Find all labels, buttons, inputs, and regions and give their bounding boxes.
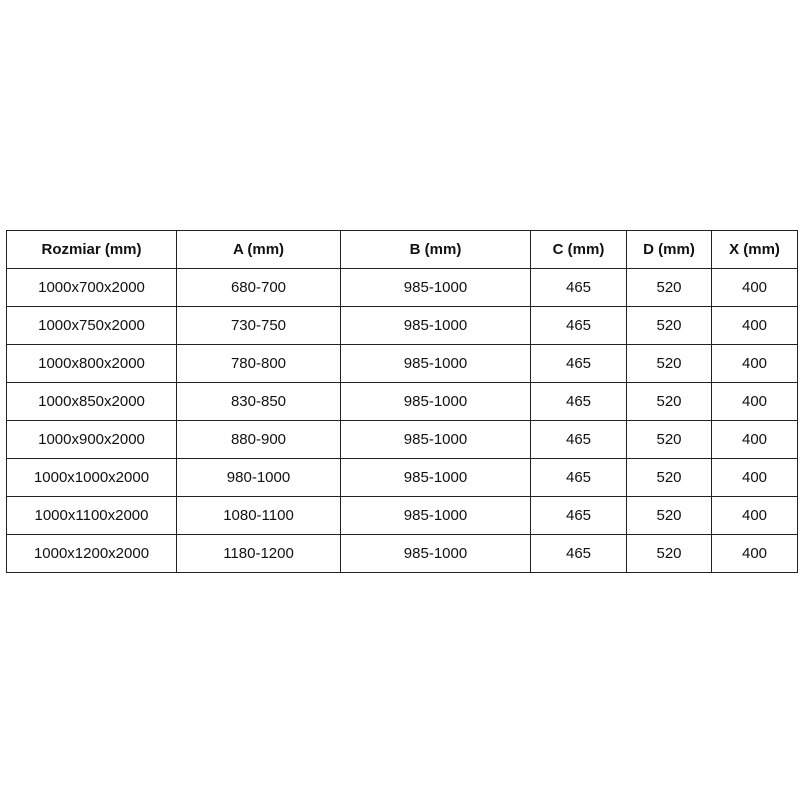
- table-cell: 730-750: [176, 306, 341, 345]
- table-row: 1000x1100x2000 1080-1100 985-1000 465 520 400: [6, 496, 798, 535]
- table-cell: 985-1000: [340, 344, 531, 383]
- table-cell: 1000x700x2000: [6, 268, 177, 307]
- table-cell: 1000x800x2000: [6, 344, 177, 383]
- table-row: 1000x900x2000 880-900 985-1000 465 520 400: [6, 420, 798, 459]
- table-cell: 400: [711, 382, 798, 421]
- table-cell: 465: [530, 458, 627, 497]
- table-cell: 780-800: [176, 344, 341, 383]
- table-cell: 400: [711, 496, 798, 535]
- table-cell: 400: [711, 306, 798, 345]
- table-cell: 400: [711, 344, 798, 383]
- table-row: 1000x800x2000 780-800 985-1000 465 520 400: [6, 344, 798, 383]
- column-header: C (mm): [530, 230, 627, 269]
- table-cell: 520: [626, 382, 712, 421]
- table-cell: 520: [626, 496, 712, 535]
- table-cell: 985-1000: [340, 382, 531, 421]
- dimensions-table: Rozmiar (mm) A (mm) B (mm) C (mm) D (mm) X (m…: [6, 230, 798, 573]
- table-cell: 985-1000: [340, 306, 531, 345]
- column-header: X (mm): [711, 230, 798, 269]
- table-row: 1000x850x2000 830-850 985-1000 465 520 400: [6, 382, 798, 421]
- table-cell: 520: [626, 534, 712, 573]
- table-cell: 465: [530, 534, 627, 573]
- table-cell: 465: [530, 496, 627, 535]
- table-row: 1000x1200x2000 1180-1200 985-1000 465 520 400: [6, 534, 798, 573]
- table-cell: 520: [626, 306, 712, 345]
- column-header: Rozmiar (mm): [6, 230, 177, 269]
- table-cell: 1180-1200: [176, 534, 341, 573]
- table-cell: 400: [711, 534, 798, 573]
- table-cell: 830-850: [176, 382, 341, 421]
- table-cell: 1000x900x2000: [6, 420, 177, 459]
- table-cell: 1000x1100x2000: [6, 496, 177, 535]
- table-cell: 985-1000: [340, 458, 531, 497]
- table-cell: 985-1000: [340, 534, 531, 573]
- table-cell: 880-900: [176, 420, 341, 459]
- table-cell: 985-1000: [340, 268, 531, 307]
- table-cell: 465: [530, 382, 627, 421]
- table-cell: 1000x1200x2000: [6, 534, 177, 573]
- table-row: 1000x1000x2000 980-1000 985-1000 465 520 400: [6, 458, 798, 497]
- table-cell: 400: [711, 458, 798, 497]
- column-header: B (mm): [340, 230, 531, 269]
- table-cell: 520: [626, 458, 712, 497]
- table-cell: 465: [530, 344, 627, 383]
- table-row: 1000x700x2000 680-700 985-1000 465 520 400: [6, 268, 798, 307]
- table-cell: 1000x750x2000: [6, 306, 177, 345]
- table-cell: 520: [626, 344, 712, 383]
- table-cell: 465: [530, 420, 627, 459]
- table-cell: 1080-1100: [176, 496, 341, 535]
- table-cell: 980-1000: [176, 458, 341, 497]
- table-cell: 465: [530, 268, 627, 307]
- table-cell: 985-1000: [340, 420, 531, 459]
- table-cell: 985-1000: [340, 496, 531, 535]
- column-header: D (mm): [626, 230, 712, 269]
- table-cell: 680-700: [176, 268, 341, 307]
- header-row: Rozmiar (mm) A (mm) B (mm) C (mm) D (mm) X (m…: [6, 230, 798, 269]
- table-cell: 400: [711, 420, 798, 459]
- table-cell: 1000x1000x2000: [6, 458, 177, 497]
- table-cell: 520: [626, 268, 712, 307]
- table-cell: 400: [711, 268, 798, 307]
- table-row: 1000x750x2000 730-750 985-1000 465 520 400: [6, 306, 798, 345]
- table-cell: 465: [530, 306, 627, 345]
- column-header: A (mm): [176, 230, 341, 269]
- table-cell: 1000x850x2000: [6, 382, 177, 421]
- table-cell: 520: [626, 420, 712, 459]
